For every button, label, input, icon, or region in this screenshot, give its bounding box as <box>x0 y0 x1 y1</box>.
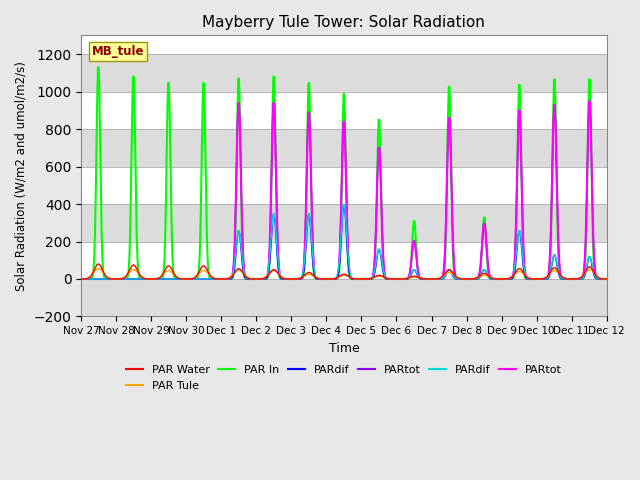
PARdif <box>424 276 431 282</box>
PAR Water <box>409 274 417 279</box>
PARdif <box>87 276 95 282</box>
PAR In <box>77 276 85 282</box>
PAR Tule <box>409 274 417 280</box>
PARdif <box>195 276 202 282</box>
Line: PARdif: PARdif <box>81 205 607 279</box>
PAR Tule <box>393 276 401 282</box>
PARdif <box>603 276 611 282</box>
PARdif <box>195 276 202 282</box>
PAR Water <box>94 261 102 267</box>
PARtot <box>87 276 95 282</box>
PARtot <box>408 256 415 262</box>
Line: PAR In: PAR In <box>81 68 607 279</box>
PAR Water <box>603 276 611 282</box>
PARdif <box>222 276 230 282</box>
PAR Tule <box>603 276 611 282</box>
PARdif <box>603 276 611 282</box>
Bar <box>81 54 607 92</box>
PAR Water <box>195 269 203 275</box>
PAR In <box>603 276 611 282</box>
PARtot <box>603 276 611 282</box>
Line: PARtot: PARtot <box>81 101 607 279</box>
PARtot <box>222 276 230 282</box>
PAR Tule <box>87 273 95 279</box>
Line: PAR Water: PAR Water <box>81 264 607 279</box>
Line: PARtot: PARtot <box>81 101 607 279</box>
PARdif <box>77 276 85 282</box>
PARdif <box>141 276 148 282</box>
PAR In <box>424 276 432 282</box>
Legend: PAR Water, PAR Tule, PAR In, PARdif, PARtot, PARdif, PARtot: PAR Water, PAR Tule, PAR In, PARdif, PAR… <box>122 361 566 395</box>
Title: Mayberry Tule Tower: Solar Radiation: Mayberry Tule Tower: Solar Radiation <box>202 15 485 30</box>
PARdif <box>340 202 348 208</box>
PAR In <box>409 226 417 232</box>
Bar <box>81 279 607 316</box>
PARtot <box>603 276 611 282</box>
PAR In <box>393 276 401 282</box>
Text: MB_tule: MB_tule <box>92 45 144 58</box>
PARtot <box>586 98 593 104</box>
PARdif <box>408 269 416 275</box>
PARdif <box>340 202 348 207</box>
PARtot <box>586 98 593 104</box>
PAR Tule <box>223 276 230 281</box>
PARdif <box>141 276 148 282</box>
Bar <box>81 129 607 167</box>
PARtot <box>77 276 85 282</box>
PAR Water <box>87 274 95 279</box>
PARtot <box>87 276 95 282</box>
X-axis label: Time: Time <box>328 342 359 355</box>
PARtot <box>195 276 202 282</box>
Y-axis label: Solar Radiation (W/m2 and umol/m2/s): Solar Radiation (W/m2 and umol/m2/s) <box>15 61 28 291</box>
PAR Tule <box>77 276 85 282</box>
PARtot <box>222 276 230 282</box>
PARtot <box>141 276 148 282</box>
Line: PAR Tule: PAR Tule <box>81 269 607 279</box>
PARdif <box>408 269 416 275</box>
PAR Water <box>77 276 85 282</box>
PAR In <box>195 268 203 274</box>
PAR In <box>141 276 149 282</box>
PARtot <box>141 276 148 282</box>
PAR In <box>95 65 102 71</box>
PAR Tule <box>141 276 149 281</box>
PAR Water <box>223 276 230 282</box>
PARtot <box>423 276 431 282</box>
PARdif <box>87 276 95 282</box>
PARtot <box>195 276 202 282</box>
Bar <box>81 204 607 241</box>
PAR Water <box>141 276 149 282</box>
PAR In <box>87 276 95 282</box>
PARtot <box>408 256 415 262</box>
Line: PARdif: PARdif <box>81 204 607 279</box>
PAR In <box>223 276 230 282</box>
PARdif <box>424 276 431 282</box>
PAR Tule <box>195 271 203 276</box>
PAR Tule <box>424 276 432 282</box>
PAR Water <box>424 276 432 282</box>
PARtot <box>423 276 431 282</box>
PAR Water <box>393 276 401 282</box>
PARdif <box>222 276 230 282</box>
PARtot <box>77 276 85 282</box>
PAR Tule <box>94 266 102 272</box>
PARdif <box>77 276 85 282</box>
